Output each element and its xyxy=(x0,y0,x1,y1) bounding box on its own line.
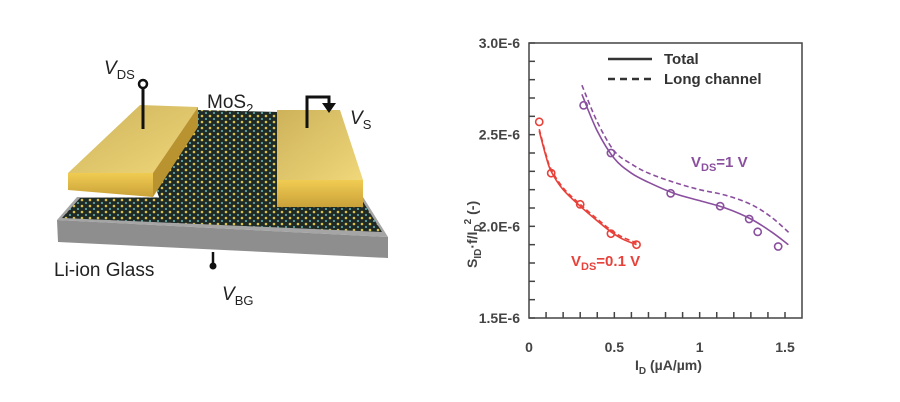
vds-label: VDS xyxy=(104,58,135,82)
vbg-label: VBG xyxy=(222,284,253,308)
vds-terminal xyxy=(137,78,149,90)
data-point-vds-0.1v xyxy=(534,117,544,127)
series-vds-1v-long-channel-line xyxy=(581,84,791,235)
x-tick-label: 0 xyxy=(525,339,533,355)
vs-label: VS xyxy=(350,108,372,132)
drain-electrode-side xyxy=(153,107,198,197)
x-tick-label: 0.5 xyxy=(605,339,625,355)
x-tick-label: 1.5 xyxy=(775,339,795,355)
legend-long-channel: Long channel xyxy=(664,71,762,88)
source-electrode-top xyxy=(277,110,363,180)
legend-total: Total xyxy=(664,51,699,68)
glass-label: Li-ion Glass xyxy=(54,260,154,281)
data-point-vds-1v xyxy=(666,188,676,198)
y-tick-label: 2.0E-6 xyxy=(479,218,520,234)
data-point-vds-0.1v xyxy=(606,229,616,239)
y-tick-label: 3.0E-6 xyxy=(479,35,520,51)
device-schematic: VDS MoS2 VS Li-ion Glass VBG xyxy=(54,58,388,308)
vs-wire xyxy=(305,95,331,128)
source-electrode-front xyxy=(277,180,363,207)
data-point-vds-0.1v xyxy=(546,168,556,178)
annotation-vds-0.1v: VDS=0.1 V xyxy=(571,253,640,273)
series-vds-0.1v-long-channel-line xyxy=(538,128,637,244)
annotation-vds-1v: VDS=1 V xyxy=(691,154,748,174)
data-point-vds-0.1v xyxy=(632,240,641,250)
data-point-vds-1v xyxy=(773,242,783,251)
y-tick-label: 2.5E-6 xyxy=(479,127,520,143)
series-vds-1v-total-line xyxy=(581,94,789,246)
data-point-vds-1v xyxy=(715,201,725,211)
vbg-terminal xyxy=(209,262,217,270)
mos2-label: MoS2 xyxy=(207,92,253,116)
series-vds-0.1v-total-line xyxy=(538,130,637,246)
data-point-vds-1v xyxy=(579,100,589,110)
y-axis-label: SID·f/ID2 (-) xyxy=(463,201,484,268)
drain-electrode-front xyxy=(68,173,153,197)
y-tick-label: 1.5E-6 xyxy=(479,310,520,326)
x-axis-label: ID (µA/µm) xyxy=(635,357,702,377)
plot-frame xyxy=(528,42,803,319)
data-point-vds-1v xyxy=(744,214,754,224)
vs-arrow-icon xyxy=(322,103,336,113)
x-tick-label: 1 xyxy=(696,339,704,355)
data-point-vds-0.1v xyxy=(575,199,585,209)
glass-substrate-front xyxy=(57,220,388,258)
drain-electrode-top xyxy=(68,105,198,173)
data-point-vds-1v xyxy=(606,148,616,158)
data-point-vds-1v xyxy=(753,227,763,237)
